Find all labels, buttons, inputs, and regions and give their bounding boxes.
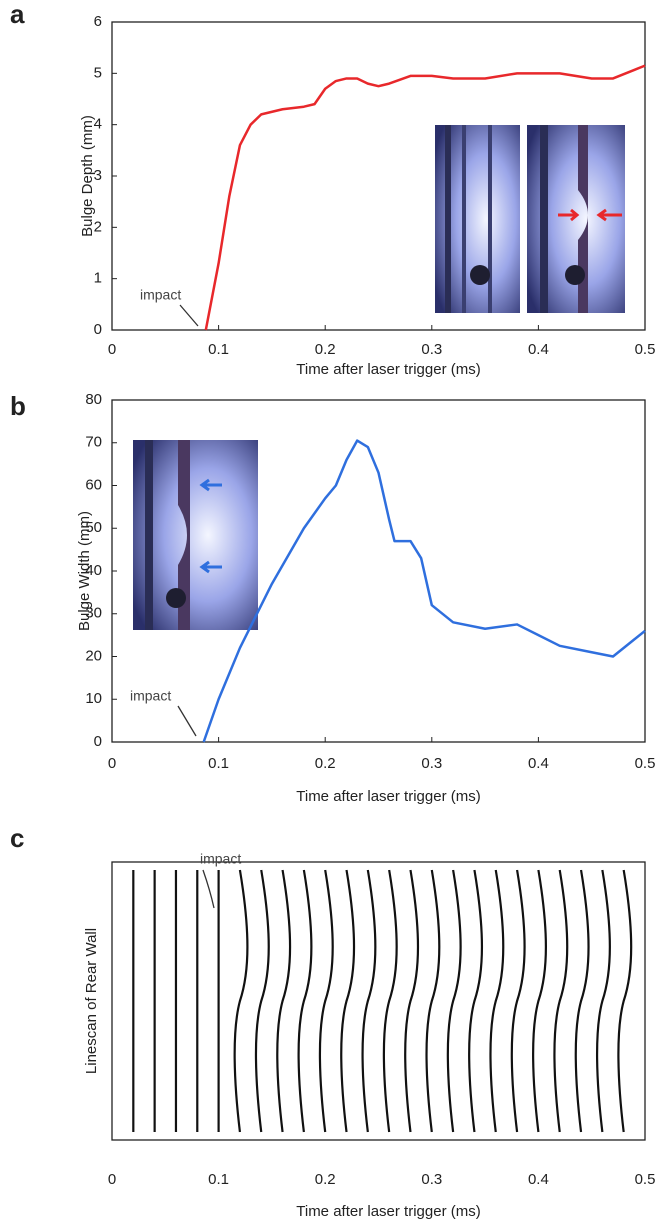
panel-letter: b [10,391,26,421]
x-axis-label: Time after laser trigger (ms) [296,1203,480,1220]
x-tick-label: 0.4 [528,341,549,358]
linescan-line [382,869,398,1133]
inset-photo [133,440,258,630]
y-tick-label: 5 [94,64,102,81]
inset-photo [435,125,625,313]
y-tick-label: 40 [85,562,102,579]
x-tick-label: 0.3 [421,1171,442,1188]
x-tick-label: 0.2 [315,1171,336,1188]
linescan-line [297,869,313,1133]
y-tick-label: 20 [85,647,102,664]
x-tick-label: 0.1 [208,341,229,358]
data-line [204,64,646,331]
x-tick-label: 0.2 [315,341,336,358]
annotation: impact [200,851,241,867]
y-tick-label: 60 [85,476,102,493]
x-axis-label: Time after laser trigger (ms) [296,361,480,378]
linescan-line [404,869,420,1133]
y-tick-label: 3 [94,167,102,184]
panel-letter: c [10,823,24,853]
linescan-line [446,869,462,1133]
annotation: impact [140,287,181,303]
linescan-line [276,869,292,1133]
x-tick-label: 0.4 [528,755,549,772]
x-tick-label: 0 [108,1171,116,1188]
linescan-line [596,869,611,1133]
x-tick-label: 0.1 [208,755,229,772]
y-tick-label: 70 [85,434,102,451]
linescan-line [425,869,441,1133]
x-tick-label: 0.2 [315,755,336,772]
y-tick-label: 80 [85,391,102,408]
y-tick-label: 2 [94,218,102,235]
y-tick-label: 1 [94,270,102,287]
x-tick-label: 0.1 [208,1171,229,1188]
arrow [202,869,215,909]
panel-letter: a [10,0,25,29]
y-tick-label: 30 [85,605,102,622]
linescan-line [510,869,526,1133]
x-tick-label: 0.4 [528,1171,549,1188]
y-tick-label: 10 [85,690,102,707]
linescan-line [489,869,505,1133]
y-tick-label: 4 [94,116,102,133]
linescan-line [361,869,377,1133]
x-tick-label: 0.3 [421,755,442,772]
data-line [202,439,646,743]
annotation: impact [130,688,171,704]
linescan-line [553,869,569,1133]
y-axis-label: Bulge Width (mm) [76,511,93,631]
linescan-line [574,869,590,1133]
linescan-line [532,869,547,1133]
y-tick-label: 0 [94,733,102,750]
x-tick-label: 0.5 [635,341,656,358]
x-tick-label: 0 [108,341,116,358]
linescan-line [468,869,484,1133]
linescan-line [318,869,334,1133]
y-tick-label: 6 [94,13,102,30]
y-axis-label: Bulge Depth (mm) [79,115,96,237]
linescan-line [233,869,249,1133]
x-tick-label: 0 [108,755,116,772]
x-axis-label: Time after laser trigger (ms) [296,788,480,805]
plot-frame [111,861,646,1141]
x-tick-label: 0.5 [635,755,656,772]
y-axis-label: Linescan of Rear Wall [83,928,100,1074]
arrow [179,304,199,327]
linescan-line [617,869,633,1133]
y-tick-label: 50 [85,519,102,536]
x-tick-label: 0.5 [635,1171,656,1188]
x-tick-label: 0.3 [421,341,442,358]
linescan-line [254,869,270,1133]
arrow [177,705,197,737]
y-tick-label: 0 [94,321,102,338]
linescan-line [340,869,356,1133]
